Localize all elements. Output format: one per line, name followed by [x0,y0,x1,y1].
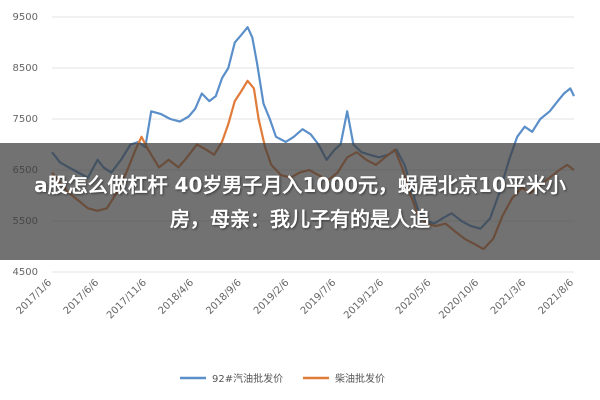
x-tick-label: 2021/3/6 [489,277,529,317]
x-tick-label: 2017/6/6 [62,277,102,317]
y-tick-label: 4500 [13,267,38,278]
x-tick-label: 2020/10/6 [437,277,481,321]
x-tick-label: 2017/1/6 [15,277,55,317]
y-tick-label: 8500 [13,63,38,74]
x-tick-label: 2019/12/6 [342,277,386,321]
overlay-title: a股怎么做杠杆 40岁男子月入1000元，蜗居北京10平米小房，母亲：我儿子有的… [34,172,566,231]
legend-label: 92#汽油批发价 [212,372,283,385]
y-tick-label: 7500 [13,114,38,125]
x-tick-label: 2018/9/6 [204,277,244,317]
x-tick-label: 2017/11/6 [105,277,149,321]
y-tick-label: 9500 [13,12,38,23]
x-tick-label: 2020/5/6 [394,277,434,317]
title-overlay-banner: a股怎么做杠杆 40岁男子月入1000元，蜗居北京10平米小房，母亲：我儿子有的… [0,143,600,260]
x-tick-label: 2018/4/6 [157,277,197,317]
legend: 92#汽油批发价 柴油批发价 [180,372,385,385]
x-tick-label: 2019/7/6 [299,277,339,317]
x-axis-ticks: 2017/1/6 2017/6/6 2017/11/6 2018/4/6 2018/9/… [15,277,577,321]
x-tick-label: 2021/8/6 [537,277,577,317]
x-tick-label: 2019/2/6 [252,277,292,317]
legend-label: 柴油批发价 [335,372,385,385]
